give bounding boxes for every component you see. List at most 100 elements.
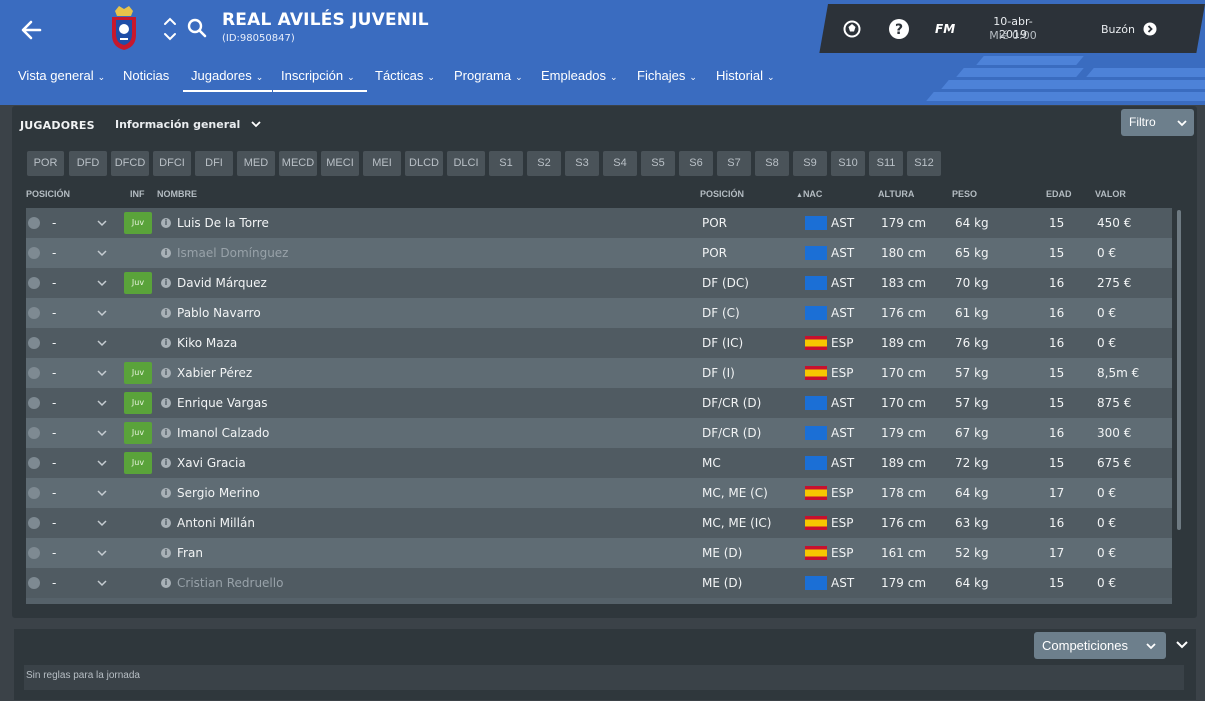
player-nationality[interactable]: AST	[831, 306, 855, 320]
col-header-nombre[interactable]: NOMBRE	[157, 189, 197, 199]
table-row[interactable]: - Juv i Imanol Calzado DF/CR (D) AST 179 cm 67 …	[26, 418, 1172, 448]
pos-filter-s10[interactable]: S10	[831, 151, 865, 176]
chevron-down-icon[interactable]	[97, 368, 107, 378]
nav-noticias[interactable]: Noticias	[123, 66, 169, 86]
col-header-posicion-natural[interactable]: POSICIÓN	[700, 189, 745, 199]
chevron-down-icon[interactable]	[97, 458, 107, 468]
position-slot[interactable]: -	[52, 546, 57, 560]
col-header-valor[interactable]: VALOR	[1095, 189, 1126, 199]
player-nationality[interactable]: AST	[831, 246, 855, 260]
player-nationality[interactable]: ESP	[831, 366, 854, 380]
chevron-down-icon[interactable]	[97, 278, 107, 288]
select-check-icon[interactable]	[28, 367, 40, 379]
table-scrollbar[interactable]	[1177, 210, 1181, 530]
player-nationality[interactable]: ESP	[831, 546, 854, 560]
pos-filter-dlci[interactable]: DLCI	[447, 151, 485, 176]
info-icon[interactable]: i	[161, 428, 171, 438]
pos-filter-dfci[interactable]: DFCI	[153, 151, 191, 176]
ball-icon[interactable]	[842, 19, 862, 39]
player-name[interactable]: Imanol Calzado	[177, 426, 270, 440]
pos-filter-dlcd[interactable]: DLCD	[405, 151, 443, 176]
select-check-icon[interactable]	[28, 247, 40, 259]
nav-vista-general[interactable]: Vista general ⌄	[18, 66, 105, 87]
pos-filter-med[interactable]: MED	[237, 151, 275, 176]
info-icon[interactable]: i	[161, 368, 171, 378]
nav-programa[interactable]: Programa ⌄	[454, 66, 523, 87]
position-slot[interactable]: -	[52, 366, 57, 380]
position-slot[interactable]: -	[52, 456, 57, 470]
table-row[interactable]: - i Antoni Millán MC, ME (IC) ESP 176 cm 63 kg…	[26, 508, 1172, 538]
select-check-icon[interactable]	[28, 307, 40, 319]
position-slot[interactable]: -	[52, 486, 57, 500]
col-header-posicion[interactable]: POSICIÓN	[26, 189, 71, 199]
filter-button[interactable]: Filtro	[1121, 109, 1194, 136]
info-icon[interactable]: i	[161, 218, 171, 228]
player-nationality[interactable]: AST	[831, 216, 855, 230]
pos-filter-mecd[interactable]: MECD	[279, 151, 317, 176]
table-row[interactable]: - i Sergio Merino MC, ME (C) ESP 178 cm 64 kg 1…	[26, 478, 1172, 508]
info-icon[interactable]: i	[161, 338, 171, 348]
pos-filter-dfi[interactable]: DFI	[195, 151, 233, 176]
player-name[interactable]: Cristian Redruello	[177, 576, 284, 590]
player-name[interactable]: Xavi Gracia	[177, 456, 246, 470]
table-row[interactable]: - Juv i Xabier Pérez DF (I) ESP 170 cm 57 kg 15 8…	[26, 358, 1172, 388]
pos-filter-por[interactable]: POR	[27, 151, 64, 176]
pos-filter-s5[interactable]: S5	[641, 151, 675, 176]
chevron-down-icon[interactable]	[97, 518, 107, 528]
player-name[interactable]: Enrique Vargas	[177, 396, 268, 410]
select-check-icon[interactable]	[28, 277, 40, 289]
position-slot[interactable]: -	[52, 276, 57, 290]
competitions-dropdown[interactable]: Competiciones	[1034, 632, 1166, 659]
player-nationality[interactable]: AST	[831, 276, 855, 290]
table-row[interactable]: - i Cristian Redruello ME (D) AST 179 cm 64 kg…	[26, 568, 1172, 598]
pos-filter-dfd[interactable]: DFD	[69, 151, 107, 176]
player-name[interactable]: Xabier Pérez	[177, 366, 253, 380]
help-icon[interactable]: ?	[888, 18, 910, 40]
nav-empleados[interactable]: Empleados ⌄	[541, 66, 618, 87]
info-icon[interactable]: i	[161, 308, 171, 318]
pos-filter-meci[interactable]: MECI	[321, 151, 359, 176]
select-check-icon[interactable]	[28, 517, 40, 529]
select-check-icon[interactable]	[28, 577, 40, 589]
nav-fichajes[interactable]: Fichajes ⌄	[637, 66, 697, 87]
pos-filter-s6[interactable]: S6	[679, 151, 713, 176]
continue-arrow-icon[interactable]	[1143, 22, 1157, 36]
player-name[interactable]: Antoni Millán	[177, 516, 255, 530]
nav-inscripcion[interactable]: Inscripción ⌄	[281, 66, 355, 87]
position-slot[interactable]: -	[52, 306, 57, 320]
position-slot[interactable]: -	[52, 426, 57, 440]
table-row[interactable]: - Juv i Xavi Gracia MC AST 189 cm 72 kg 15 675 €	[26, 448, 1172, 478]
player-nationality[interactable]: ESP	[831, 486, 854, 500]
position-slot[interactable]: -	[52, 246, 57, 260]
table-row[interactable]: - Juv i David Márquez DF (DC) AST 183 cm 70 kg 1…	[26, 268, 1172, 298]
player-nationality[interactable]: AST	[831, 576, 855, 590]
position-slot[interactable]: -	[52, 516, 57, 530]
select-check-icon[interactable]	[28, 427, 40, 439]
info-icon[interactable]: i	[161, 578, 171, 588]
player-nationality[interactable]: AST	[831, 426, 855, 440]
table-row[interactable]: - i Kiko Maza DF (IC) ESP 189 cm 76 kg 16 0 €	[26, 328, 1172, 358]
pos-filter-mei[interactable]: MEI	[363, 151, 401, 176]
pos-filter-s8[interactable]: S8	[755, 151, 789, 176]
info-icon[interactable]: i	[161, 518, 171, 528]
pos-filter-s11[interactable]: S11	[869, 151, 903, 176]
pos-filter-s12[interactable]: S12	[907, 151, 941, 176]
table-row[interactable]: - Juv i Enrique Vargas DF/CR (D) AST 170 cm 57 …	[26, 388, 1172, 418]
fm-logo[interactable]: FM	[935, 22, 956, 36]
select-check-icon[interactable]	[28, 217, 40, 229]
select-check-icon[interactable]	[28, 487, 40, 499]
player-nationality[interactable]: ESP	[831, 516, 854, 530]
col-header-edad[interactable]: EDAD	[1046, 189, 1072, 199]
nav-tacticas[interactable]: Tácticas ⌄	[375, 66, 435, 87]
chevron-down-icon[interactable]	[97, 308, 107, 318]
table-row[interactable]: - i Ismael Domínguez POR AST 180 cm 65 kg 15 0 €	[26, 238, 1172, 268]
position-slot[interactable]: -	[52, 396, 57, 410]
view-selector[interactable]: Información general	[115, 118, 261, 131]
chevron-down-icon[interactable]	[97, 488, 107, 498]
info-icon[interactable]: i	[161, 488, 171, 498]
player-name[interactable]: Kiko Maza	[177, 336, 238, 350]
player-nationality[interactable]: ESP	[831, 336, 854, 350]
info-icon[interactable]: i	[161, 458, 171, 468]
info-icon[interactable]: i	[161, 398, 171, 408]
player-nationality[interactable]: AST	[831, 396, 855, 410]
